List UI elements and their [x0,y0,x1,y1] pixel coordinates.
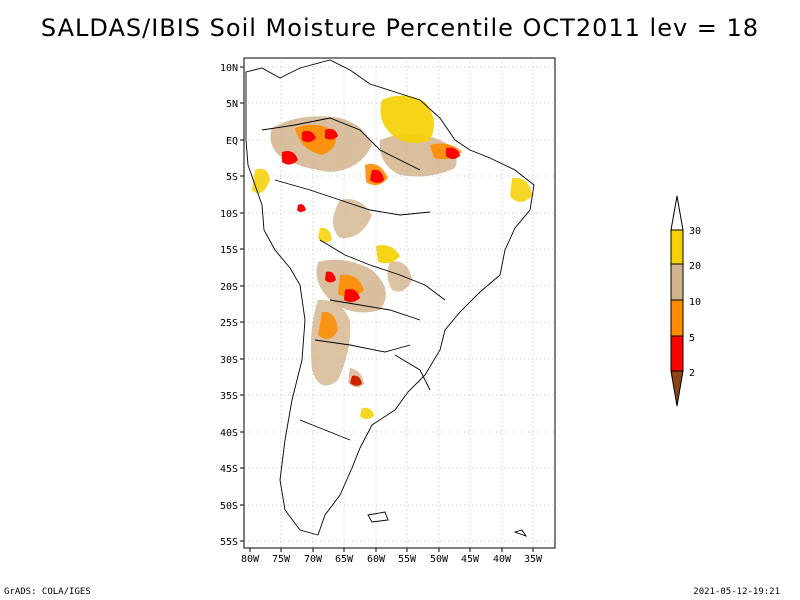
lon-label: 65W [335,554,354,565]
lat-label: 10S [220,209,238,220]
legend-label: 30 [689,226,701,237]
lat-label: 5S [226,172,238,183]
legend-swatch-20-30 [670,229,684,265]
map-title: SALDAS/IBIS Soil Moisture Percentile OCT… [40,14,760,42]
lon-label: 50W [430,554,449,565]
lat-label: 45S [220,464,238,475]
lat-label: 20S [220,282,238,293]
lat-label: 40S [220,428,238,439]
soil-moisture-shading [252,95,532,419]
lon-label: 75W [272,554,291,565]
lon-label: 55W [398,554,417,565]
latitude-labels: 10N 5N EQ 5S 10S 15S 20S 25S 30S 35S 40S… [220,63,238,548]
footer-credit: GrADS: COLA/IGES [4,587,91,597]
legend-label: 2 [689,368,695,379]
legend-label: 10 [689,297,701,308]
lat-label: EQ [226,136,238,147]
legend-arrow-top [670,195,684,231]
lon-label: 45W [461,554,480,565]
coastlines [245,59,535,537]
color-legend: 30 20 10 5 2 [670,195,701,407]
lat-label: 25S [220,318,238,329]
legend-label: 5 [689,333,695,344]
lon-label: 40W [493,554,512,565]
tick-marks [240,66,534,552]
lon-label: 70W [304,554,323,565]
legend-label: 20 [689,261,701,272]
lat-label: 30S [220,355,238,366]
legend-swatch-5-10 [670,299,684,337]
lat-label: 10N [220,63,238,74]
lon-label: 60W [367,554,386,565]
legend-swatch-2-5 [670,335,684,372]
lon-label: 80W [241,554,260,565]
footer-timestamp: 2021-05-12-19:21 [693,587,780,597]
legend-swatch-10-20 [670,263,684,301]
longitude-labels: 80W 75W 70W 65W 60W 55W 50W 45W 40W 35W [241,554,543,565]
lat-label: 5N [226,99,238,110]
legend-arrow-bottom [670,370,684,407]
lat-label: 15S [220,245,238,256]
lon-label: 35W [524,554,543,565]
lat-label: 55S [220,537,238,548]
lat-label: 35S [220,391,238,402]
lat-label: 50S [220,501,238,512]
